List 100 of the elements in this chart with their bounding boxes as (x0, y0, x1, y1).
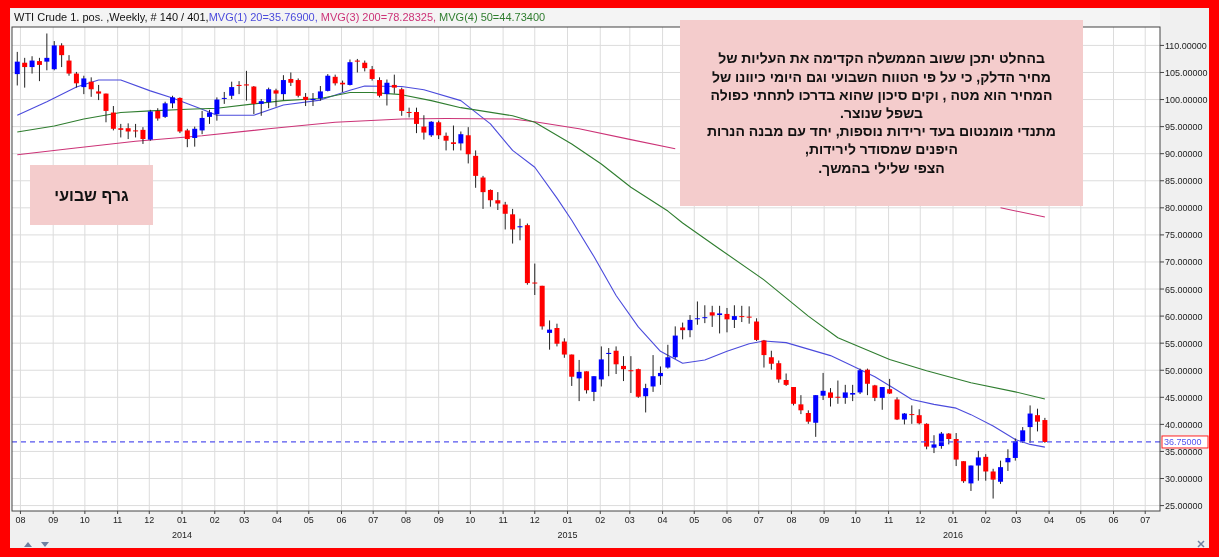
candlestick (273, 88, 279, 108)
candlestick (739, 305, 745, 323)
candlestick (391, 74, 397, 95)
candlestick (473, 149, 479, 189)
candlestick (192, 126, 198, 148)
candlestick (517, 218, 523, 241)
y-tick-label: 50.00000 (1165, 365, 1203, 376)
candlestick (650, 354, 656, 393)
candlestick (221, 91, 227, 105)
candlestick (754, 317, 760, 342)
x-tick-label: 04 (657, 515, 668, 525)
y-tick-label: 25.00000 (1165, 501, 1203, 512)
candlestick (243, 70, 249, 102)
candlestick (628, 355, 634, 394)
candlestick (687, 314, 693, 338)
candlestick (421, 114, 427, 141)
candlestick (983, 453, 989, 482)
candlestick (347, 58, 353, 86)
annotation: בהחלט יתכן ששוב הממשלה הקדימה את העליות של מחיר הדלק, כי על פי הטווח השבועי וגם היומי כיוונו של המחיר הוא מטה , וקים סיכון שהוא בדרכו לתחתי כפולה בשפל שנוצר. מתנדי מומנטום בעד ירידות נוספות, יחד עם מבנה הנרות היפנים שמסודר לירידות, הצפי שלילי בהמשך. (707, 50, 1056, 176)
candlestick (909, 404, 915, 425)
candlestick (1042, 417, 1048, 444)
candlestick (184, 128, 190, 148)
y-tick-label: 95.00000 (1165, 122, 1203, 133)
candlestick (961, 460, 967, 484)
candlestick (694, 300, 700, 326)
candlestick (465, 126, 471, 164)
candlestick (931, 434, 937, 454)
candlestick (924, 422, 930, 450)
ref-line-label: 36.75000 (1164, 437, 1202, 448)
candlestick (51, 40, 57, 71)
candlestick (724, 307, 730, 333)
y-tick-label: 70.00000 (1165, 257, 1203, 268)
candlestick (561, 337, 567, 359)
y-tick-label: 60.00000 (1165, 311, 1203, 322)
candlestick (295, 77, 301, 98)
x-tick-label: 09 (819, 515, 830, 525)
candlestick (857, 368, 863, 395)
y-tick-label: 110.00000 (1165, 40, 1207, 51)
candlestick (968, 465, 974, 492)
candlestick (783, 372, 789, 387)
candlestick (975, 450, 981, 482)
x-tick-label: 06 (336, 515, 347, 525)
candlestick (761, 339, 767, 369)
x-tick-label: 02 (595, 515, 606, 525)
candlestick (864, 368, 870, 396)
y-tick-label: 30.00000 (1165, 474, 1203, 485)
candlestick (59, 42, 65, 68)
y-tick-label: 85.00000 (1165, 176, 1203, 187)
candlestick (554, 323, 560, 347)
candlestick (702, 304, 708, 324)
candlestick (576, 359, 582, 402)
candlestick (140, 126, 146, 145)
text: MVG(3) 200=78.28325, (320, 11, 437, 23)
candlestick (598, 345, 604, 387)
x-tick-label: 11 (112, 515, 123, 525)
candlestick (768, 350, 774, 371)
candlestick (377, 76, 383, 98)
candlestick (103, 93, 109, 123)
candlestick (709, 305, 715, 328)
candlestick (620, 355, 626, 382)
x-tick-label: 05 (689, 515, 700, 525)
candlestick (532, 263, 538, 296)
candlestick (406, 107, 412, 118)
y-tick-label: 75.00000 (1165, 230, 1203, 241)
x-tick-label: 08 (786, 515, 797, 525)
candlestick (776, 359, 782, 384)
candlestick (547, 319, 553, 351)
x-tick-label: 09 (48, 515, 59, 525)
candlestick (835, 380, 841, 405)
y-tick-label: 80.00000 (1165, 203, 1203, 214)
x-tick-label: 08 (400, 515, 411, 525)
y-tick-label: 65.00000 (1165, 284, 1203, 295)
candlestick (1027, 404, 1033, 444)
candlestick (29, 55, 35, 75)
candlestick (606, 347, 612, 377)
x-tick-label: 11 (498, 515, 508, 525)
x-tick-label: 12 (529, 515, 540, 525)
candlestick (657, 365, 663, 386)
x-tick-label: 10 (465, 515, 476, 525)
y-tick-label: 90.00000 (1165, 149, 1203, 160)
x-tick-label: 05 (303, 515, 314, 525)
candlestick (672, 325, 678, 360)
x-tick-label: 03 (239, 515, 250, 525)
candlestick (643, 383, 649, 413)
x-tick-label: 12 (144, 515, 155, 525)
candlestick (798, 394, 804, 415)
candlestick (746, 305, 752, 325)
candlestick (480, 175, 486, 210)
candlestick (502, 201, 508, 230)
candlestick (731, 304, 737, 329)
candlestick (110, 105, 116, 131)
x-tick-label: 08 (15, 515, 26, 525)
y-tick-label: 35.00000 (1165, 446, 1203, 457)
y-tick-label: 40.00000 (1165, 419, 1203, 430)
candlestick (791, 386, 797, 406)
candlestick (1005, 448, 1011, 472)
candlestick (44, 33, 50, 71)
x-tick-label: 11 (883, 515, 894, 525)
candlestick (953, 432, 959, 467)
x-tick-label: 04 (272, 515, 283, 525)
